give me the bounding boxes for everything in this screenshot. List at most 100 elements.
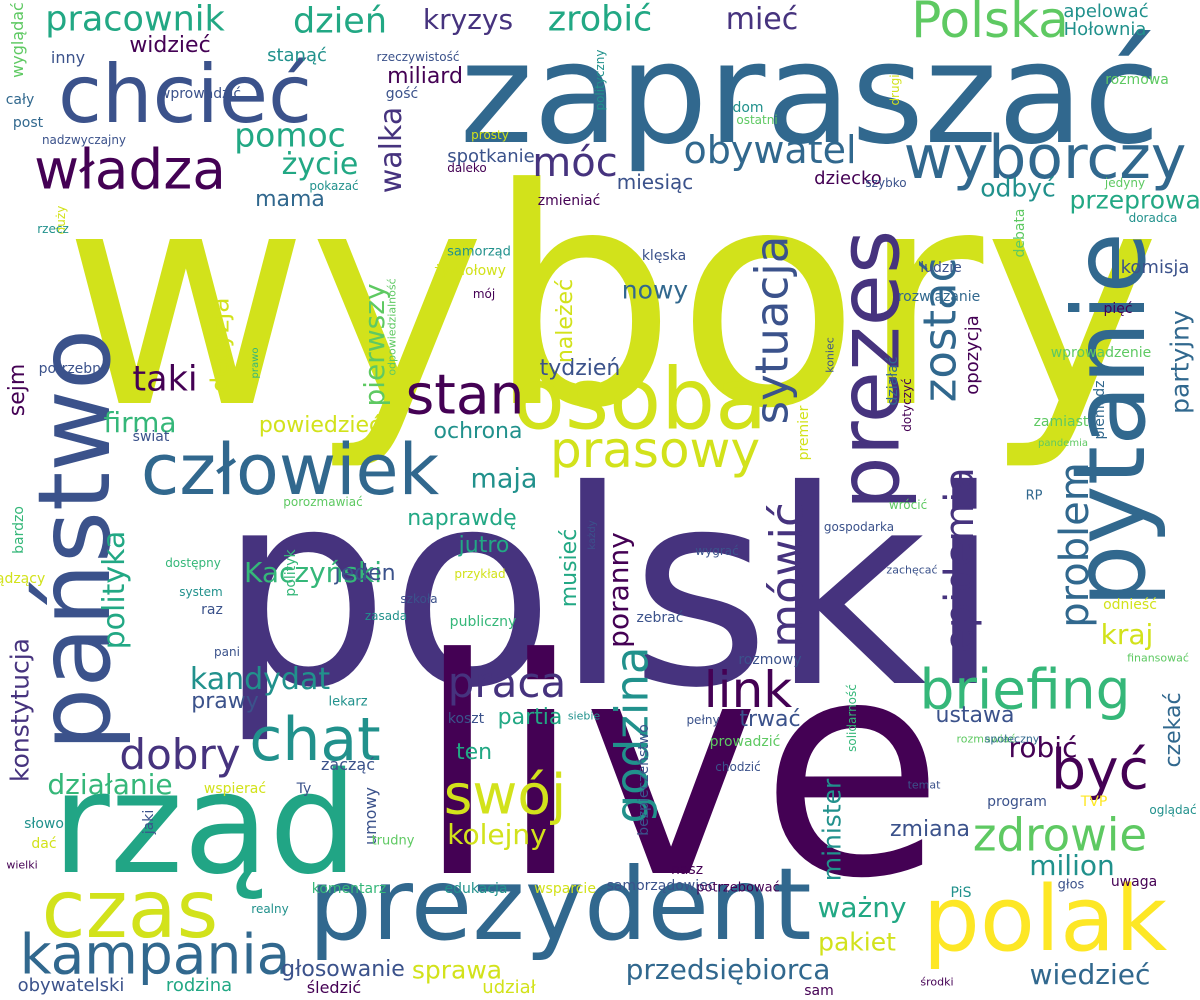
word-solidarnosc: solidarność — [845, 684, 859, 752]
word-prezydent: prezydent — [308, 846, 812, 963]
word-zebrac: zebrać — [636, 610, 684, 626]
word-spoleczny: społeczny — [984, 732, 1040, 746]
word-zapraszac: zapraszać — [459, 13, 1161, 176]
word-wspierac: wspierać — [203, 781, 267, 797]
word-wazny: ważny — [817, 891, 907, 924]
word-dotyczyc: dotyczyć — [900, 378, 914, 432]
word-publiczny: publiczny — [449, 614, 517, 630]
word-maja: maja — [470, 463, 538, 495]
word-kandydat: kandydat — [189, 662, 331, 697]
word-wygrac: wygrać — [695, 544, 739, 558]
word-polak: polak — [922, 867, 1168, 972]
word-system: system — [179, 585, 223, 599]
word-sledzic: śledzić — [306, 978, 362, 997]
word-szybko: szybko — [865, 176, 907, 190]
word-edukacja: edukacja — [444, 881, 508, 897]
word-jeden: jeden — [334, 561, 396, 586]
word-stanac: stanąć — [267, 45, 327, 66]
word-wygladac: wyglądać — [8, 2, 27, 78]
word-pani: pani — [214, 645, 240, 659]
word-zamiast: zamiast — [1033, 414, 1089, 430]
word-minister: minister — [817, 778, 847, 882]
word-dzialac: działać — [885, 356, 901, 406]
word-piec: pięć — [1103, 301, 1133, 317]
word-wsparcie: wsparcie — [534, 881, 596, 897]
word-nowy: nowy — [621, 275, 689, 305]
word-glos: głos — [1057, 877, 1085, 893]
word-pieniadz: pieniądz — [1092, 380, 1108, 440]
word-prowadzic: prowadzić — [709, 734, 781, 750]
word-walka: walka — [374, 106, 409, 194]
word-powiedziec: powiedzieć — [258, 413, 382, 438]
word-pandemia: pandemia — [1038, 438, 1088, 449]
word-prawy: prawy — [191, 689, 259, 714]
word-kampania: kampania — [19, 922, 291, 987]
word-samorzad: samorząd — [447, 244, 511, 260]
word-rzecz: rzecz — [37, 222, 69, 236]
word-swiat: świat — [132, 429, 170, 445]
word-swoj: swój — [443, 762, 567, 827]
word-konstytucja: konstytucja — [5, 637, 35, 783]
word-poranny: poranny — [602, 532, 635, 648]
word-ten: ten — [455, 740, 493, 765]
word-srodki: środki — [920, 975, 954, 989]
word-epidemia: epidemia — [937, 467, 983, 653]
word-zasada: zasada — [364, 609, 408, 623]
word-wprowadzic: wprowadzić — [158, 86, 242, 102]
word-zycie: życie — [281, 147, 359, 182]
word-przyklad: przykład — [454, 567, 506, 581]
word-sytuacja: sytuacja — [745, 235, 799, 425]
word-decyzja: decyzja — [205, 297, 235, 393]
word-ogladac: oglądać — [1149, 803, 1197, 817]
word-tydzien: tydzień — [539, 356, 621, 381]
word-sejm: sejm — [5, 363, 30, 417]
word-pakiet: pakiet — [818, 927, 896, 957]
word-kleska: klęska — [641, 248, 687, 264]
word-koszt: koszt — [447, 711, 485, 727]
word-inny: inny — [50, 48, 86, 67]
word-chciec: chcieć — [57, 48, 313, 141]
word-problem: problem — [1052, 462, 1098, 628]
word-widziec: widzieć — [129, 33, 211, 58]
word-wyborczy: wyborczy — [903, 123, 1187, 193]
word-komentarz: komentarz — [311, 881, 387, 897]
word-partia: partia — [497, 705, 563, 730]
word-rzadzacy: rządzący — [0, 571, 46, 587]
word-opozycja: opozycja — [962, 315, 983, 395]
word-dzialanie: działanie — [47, 768, 173, 801]
word-trwac: trwać — [739, 707, 801, 732]
word-szkola: szkoła — [400, 592, 438, 606]
word-ochrona: ochrona — [433, 419, 523, 444]
word-dostepny: dostępny — [165, 556, 221, 570]
word-rozmawiac: rozmawiać — [956, 732, 1016, 746]
word-przedsiebiorca: przedsiębiorca — [625, 953, 831, 986]
word-zywiolowy: żywiołowy — [434, 263, 506, 279]
word-milion: milion — [1029, 849, 1115, 882]
word-kryzys: kryzys — [422, 3, 514, 36]
word-rodzina: rodzina — [165, 975, 233, 996]
word-bezpieczenstwo: bezpieczeństwo — [636, 724, 652, 836]
word-czlowiek: człowiek — [140, 429, 440, 511]
word-nalezec: należeć — [553, 278, 578, 364]
word-temat: temat — [907, 778, 941, 792]
word-rzad: rząd — [52, 743, 358, 906]
word-ty: Ty — [296, 781, 312, 797]
word-ostatni: ostatni — [736, 113, 778, 127]
word-koniec: koniec — [823, 337, 837, 373]
word-chat: chat — [249, 705, 381, 775]
word-sam: sam — [804, 983, 834, 999]
word-pelny: pełny — [686, 713, 720, 727]
word-robic: robić — [1008, 731, 1078, 764]
word-jedyny: jedyny — [1104, 176, 1146, 190]
word-przeprowadzic: przeprowadzić — [1069, 185, 1200, 215]
word-potrzebowac: potrzebować — [696, 880, 780, 896]
word-sprawa: sprawa — [411, 955, 503, 985]
word-odniesc: odnieść — [1103, 597, 1157, 613]
word-odpowiedzialnosc: odpowiedzialność — [385, 278, 399, 376]
word-apelowac: apelować — [1063, 1, 1149, 22]
word-wrocic: wrócić — [888, 498, 928, 512]
word-ustawa: ustawa — [935, 703, 1015, 728]
word-byc: być — [1051, 737, 1149, 802]
word-dziecko: dziecko — [814, 168, 882, 189]
